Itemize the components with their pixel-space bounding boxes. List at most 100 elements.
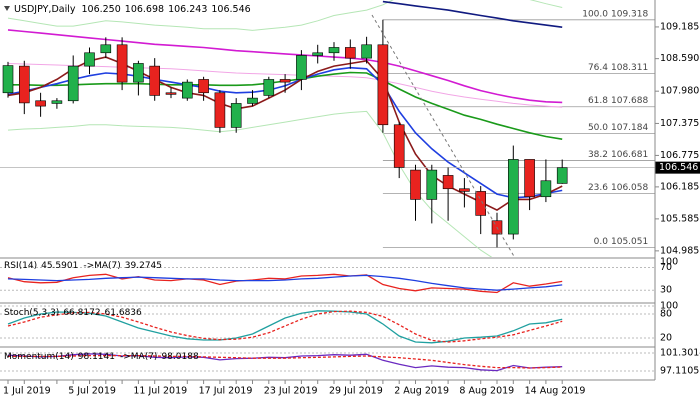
y-tick-label: 109.185 <box>660 21 699 32</box>
indicator-label: RSI(14) 45.5901 ->MA(7) 39.2745 <box>4 261 162 271</box>
candle-body <box>182 81 193 99</box>
candle-body <box>18 65 30 104</box>
candle-body <box>198 79 209 94</box>
candle-body <box>84 52 95 67</box>
candle-body <box>540 180 552 198</box>
candle-body <box>410 169 421 200</box>
indicator-line <box>7 274 563 291</box>
close: 106.546 <box>211 4 250 15</box>
fib-ratio: 100.0 <box>582 9 608 19</box>
x-tick-label: 23 Jul 2019 <box>264 386 318 397</box>
x-tick-label: 17 Jul 2019 <box>199 386 253 397</box>
candle-body <box>149 65 160 96</box>
fib-price: 105.051 <box>611 237 648 247</box>
fib-ratio: 76.4 <box>588 63 608 73</box>
x-tick-label: 14 Aug 2019 <box>525 386 586 397</box>
moving-average <box>7 0 563 31</box>
x-tick-label: 29 Jul 2019 <box>329 386 383 397</box>
price-plot <box>0 0 655 257</box>
candle-body <box>507 159 519 235</box>
y-tick-label: 104.985 <box>660 245 699 256</box>
series-value: 98.0188 <box>161 352 198 362</box>
fib-ratio: 61.8 <box>588 96 608 106</box>
y-tick-label: 108.590 <box>660 53 699 64</box>
candle-body <box>214 92 226 128</box>
indicator-label: Momentum(14) 98.1141 ->MA(7) 98.0188 <box>4 352 199 362</box>
candle-body <box>296 55 307 80</box>
candle-body <box>230 103 242 128</box>
series-name: ->MA(7) <box>120 352 157 362</box>
moving-average <box>382 0 563 28</box>
indicator-line <box>7 310 563 343</box>
candle-body <box>2 65 14 94</box>
fib-price: 107.688 <box>611 96 648 106</box>
candle-body <box>475 191 487 216</box>
y-tick-label: 105.585 <box>660 213 699 224</box>
fib-price: 109.318 <box>611 9 648 19</box>
fib-price: 107.184 <box>611 123 648 133</box>
candle-body <box>524 159 535 198</box>
candle-body <box>442 175 454 190</box>
series-value: 45.5901 <box>41 261 78 271</box>
fib-price: 106.681 <box>611 150 648 160</box>
candle-body <box>263 79 275 96</box>
moving-average <box>7 110 493 257</box>
fib-ratio: 50.0 <box>588 123 608 133</box>
x-tick-label: 8 Aug 2019 <box>459 386 514 397</box>
y-tick-label: 70 <box>660 262 672 273</box>
fib-ratio: 23.6 <box>588 183 608 193</box>
y-tick-label: 107.375 <box>660 118 699 129</box>
indicator-line <box>7 273 563 294</box>
y-tick-label: 100 <box>660 301 678 312</box>
trend-line <box>371 14 515 257</box>
candle-body <box>328 47 340 54</box>
candle-body <box>312 52 324 56</box>
candle-body <box>459 188 470 192</box>
y-tick-label: 101.3014 <box>660 348 700 359</box>
indicator-line <box>8 354 563 369</box>
candle-body <box>67 65 79 102</box>
y-tick-label: 107.980 <box>660 86 699 97</box>
series-value: 39.2745 <box>125 261 162 271</box>
indicator-name: RSI(14) <box>4 261 37 271</box>
candle-body <box>247 97 258 104</box>
x-tick-label: 11 Jul 2019 <box>133 386 187 397</box>
candle-body <box>393 124 405 168</box>
chart-header: USDJPY,Daily 106.250 106.698 106.243 106.546 <box>14 4 251 15</box>
low: 106.243 <box>168 4 207 15</box>
series-name: ->MA(7) <box>83 261 120 271</box>
candle-body <box>279 79 291 83</box>
last-price-box <box>655 161 700 174</box>
y-tick-label: 106.775 <box>660 150 699 161</box>
indicator-name: Momentum(14) <box>4 352 74 362</box>
indicator-label: Stoch(5,3,3) 66.8172 61.6836 <box>4 308 142 318</box>
high: 106.698 <box>125 4 164 15</box>
fib-ratio: 0.0 <box>594 237 609 247</box>
symbol-icon <box>4 6 10 11</box>
last-price-label: 106.546 <box>659 162 698 173</box>
fib-price: 106.058 <box>611 183 648 193</box>
y-tick-label: 20 <box>660 333 672 344</box>
x-tick-label: 1 Jul 2019 <box>3 386 51 397</box>
candle-body <box>377 44 389 126</box>
indicator-name: Stoch(5,3,3) <box>4 308 59 318</box>
y-tick-label: 30 <box>660 285 672 296</box>
moving-average <box>7 29 563 104</box>
candle-body <box>116 44 128 83</box>
candle-body <box>133 63 144 83</box>
candle-body <box>100 44 112 54</box>
series-value: 66.8172 <box>63 308 100 318</box>
candle-body <box>35 100 46 107</box>
open: 106.250 <box>81 4 120 15</box>
candle-body <box>165 92 177 95</box>
candle-body <box>556 167 568 184</box>
y-tick-label: 106.185 <box>660 181 699 192</box>
candle-body <box>51 100 63 104</box>
candle-body <box>426 169 438 200</box>
candle-body <box>361 44 372 59</box>
y-tick-label: 97.1105 <box>660 365 699 376</box>
symbol: USDJPY,Daily <box>14 4 76 15</box>
indicator-line <box>7 310 563 344</box>
